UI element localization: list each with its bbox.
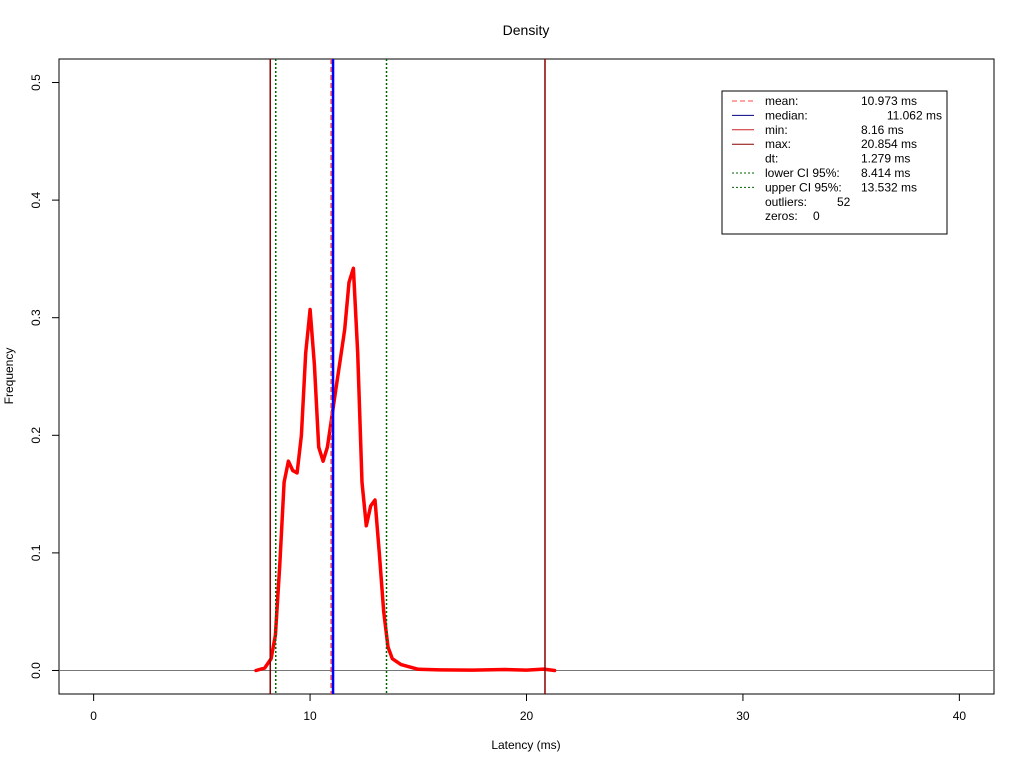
chart-title: Density xyxy=(503,22,550,38)
legend-value-mean: 10.973 ms xyxy=(861,94,917,108)
legend-value-min: 8.16 ms xyxy=(861,123,904,137)
legend-label-zeros: zeros: xyxy=(765,209,798,223)
x-tick-label: 40 xyxy=(953,709,967,723)
x-tick-label: 20 xyxy=(520,709,534,723)
legend-value-max: 20.854 ms xyxy=(861,137,917,151)
y-tick-label: 0.5 xyxy=(29,74,43,91)
plot-area xyxy=(59,59,994,694)
y-tick-label: 0.1 xyxy=(29,544,43,561)
legend: mean: 10.973 ms median: 11.062 ms min: 8.16 m… xyxy=(721,90,948,235)
x-tick-label: 0 xyxy=(90,709,97,723)
legend-value-lower-ci-95: 8.414 ms xyxy=(861,166,910,180)
y-axis-label: Frequency xyxy=(2,348,16,405)
y-tick-label: 0.0 xyxy=(29,662,43,679)
legend-label-median: median: xyxy=(765,108,808,122)
x-tick-label: 10 xyxy=(303,709,317,723)
legend-label-mean: mean: xyxy=(765,94,798,108)
y-tick-label: 0.4 xyxy=(29,191,43,208)
y-axis: 0.0 0.1 0.2 0.3 0.4 0.5 xyxy=(29,74,60,679)
legend-label-min: min: xyxy=(765,123,788,137)
legend-value-dt: 1.279 ms xyxy=(861,152,910,166)
y-tick-label: 0.3 xyxy=(29,309,43,326)
legend-label-dt: dt: xyxy=(765,152,778,166)
legend-label-lower-ci-95: lower CI 95%: xyxy=(765,166,840,180)
legend-value-upper-ci-95: 13.532 ms xyxy=(861,180,917,194)
legend-value-outliers: 52 xyxy=(837,195,851,209)
density-curve xyxy=(254,266,557,673)
legend-label-max: max: xyxy=(765,137,791,151)
legend-label-upper-ci-95: upper CI 95%: xyxy=(765,180,842,194)
legend-value-zeros: 0 xyxy=(813,209,820,223)
legend-value-median: 11.062 ms xyxy=(887,108,942,122)
x-tick-label: 30 xyxy=(736,709,750,723)
x-axis-label: Latency (ms) xyxy=(491,738,560,752)
x-axis: 0 10 20 30 40 xyxy=(90,693,967,723)
legend-label-outliers: outliers: xyxy=(765,195,807,209)
legend-box xyxy=(721,90,948,235)
y-tick-label: 0.2 xyxy=(29,427,43,444)
